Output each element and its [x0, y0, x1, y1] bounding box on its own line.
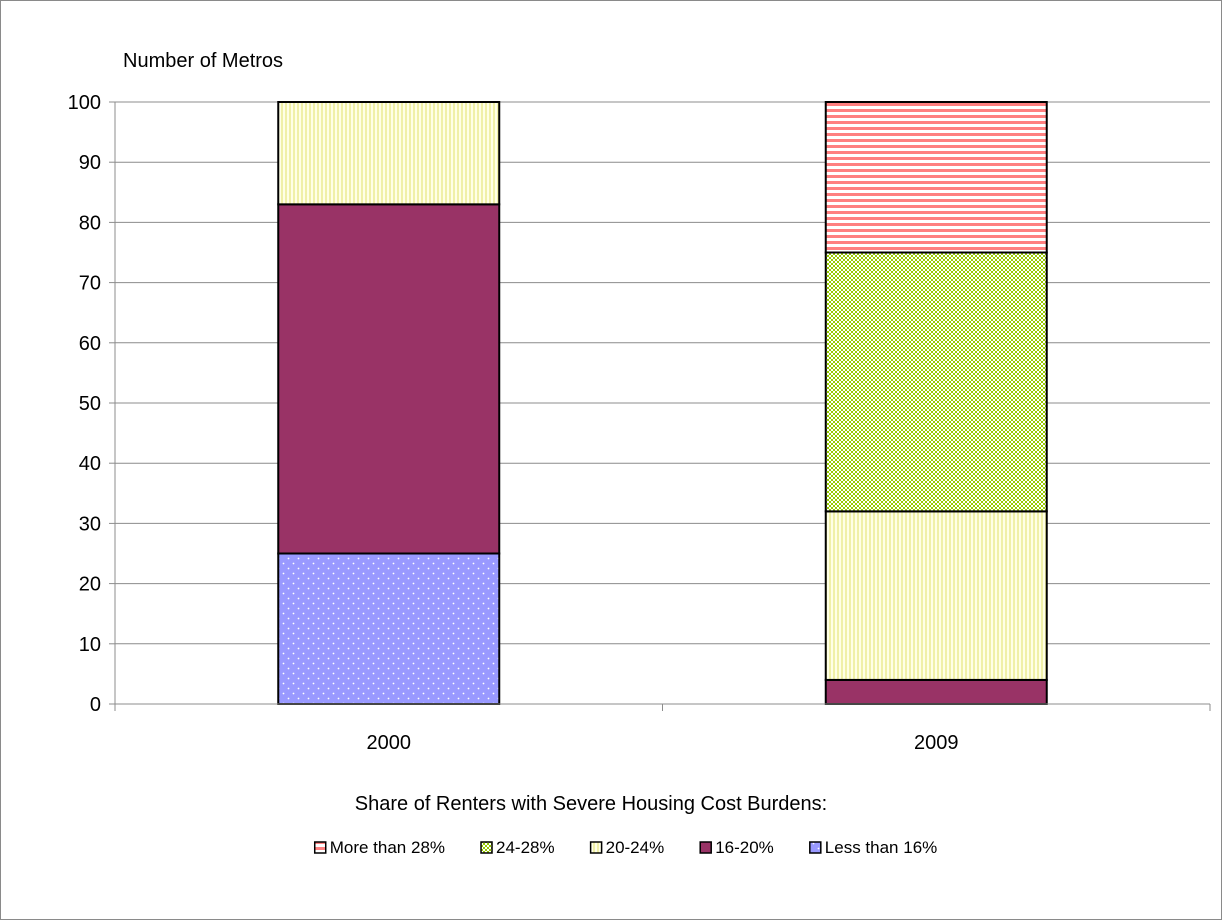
legend-label: Less than 16%	[825, 838, 937, 857]
legend-label: 16-20%	[715, 838, 774, 857]
x-tick-label: 2009	[914, 732, 959, 754]
x-axis: 2000 2009	[114, 102, 1211, 754]
legend-label: 20-24%	[606, 838, 665, 857]
y-tick-label: 90	[79, 152, 101, 174]
legend-label: More than 28%	[330, 838, 445, 857]
bar-segment-2000-20-24-	[277, 101, 501, 206]
bar-segment-2009-16-20-	[824, 678, 1048, 705]
legend-swatch	[313, 841, 327, 854]
legend-item-less-than-16-: Less than 16%	[809, 838, 937, 857]
x-tick-label: 2000	[367, 732, 412, 754]
y-tick-label: 10	[79, 634, 101, 656]
y-axis-ticks: 0 10 20 30 40 50 60 70 80 90 100	[68, 92, 115, 716]
legend-item-more-than-28-: More than 28%	[313, 838, 445, 857]
legend-label: 24-28%	[496, 838, 555, 857]
y-tick-label: 60	[79, 333, 101, 355]
legend-item-20-24-: 20-24%	[589, 838, 665, 857]
bars	[277, 101, 1048, 705]
y-tick-label: 40	[79, 453, 101, 475]
bar-segment-2009-24-28-	[824, 251, 1048, 513]
legend-swatch	[699, 841, 712, 854]
y-tick-label: 50	[79, 393, 101, 415]
bar-segment-2009-20-24-	[824, 510, 1048, 681]
legend-swatch	[589, 841, 603, 854]
legend-item-16-20-: 16-20%	[699, 838, 774, 857]
bar-segment-2000-less-than-16-	[277, 552, 501, 705]
y-tick-label: 30	[79, 513, 101, 535]
bar-segment-2000-16-20-	[277, 203, 501, 555]
legend-title: Share of Renters with Severe Housing Cos…	[355, 793, 827, 815]
y-tick-label: 70	[79, 273, 101, 295]
legend: More than 28% 24-28% 20-24% 16-20% Less than…	[313, 838, 937, 857]
y-tick-label: 0	[90, 694, 101, 716]
y-tick-label: 20	[79, 574, 101, 596]
y-tick-label: 80	[79, 212, 101, 234]
legend-item-24-28-: 24-28%	[480, 838, 555, 857]
bar-segment-2009-more-than-28-	[824, 101, 1048, 254]
y-axis-title: Number of Metros	[123, 50, 283, 72]
y-tick-label: 100	[68, 92, 101, 114]
legend-swatch	[480, 841, 493, 854]
legend-swatch	[809, 841, 822, 854]
